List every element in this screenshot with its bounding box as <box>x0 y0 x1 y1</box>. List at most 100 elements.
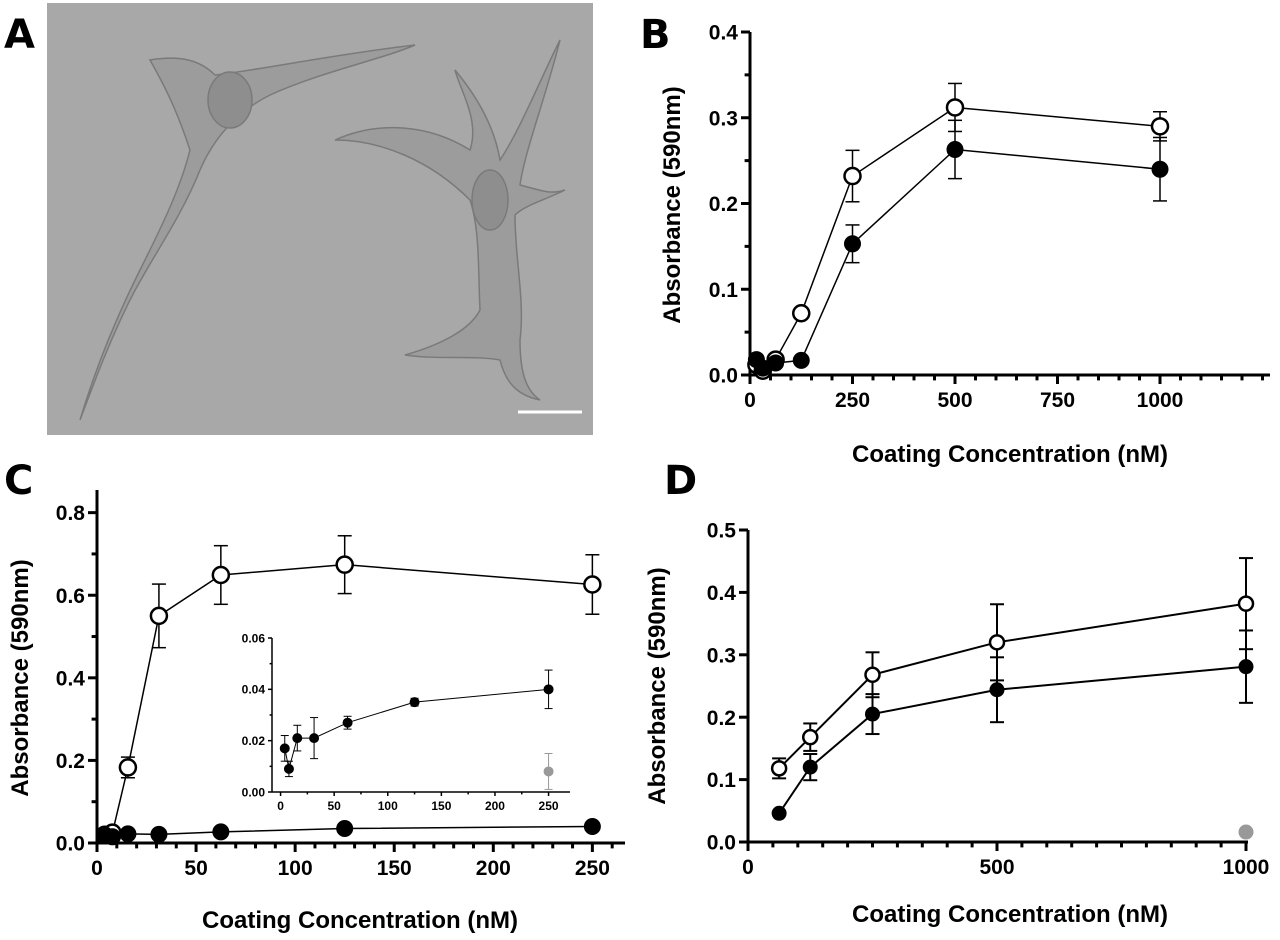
data-point-open <box>770 760 788 777</box>
x-tick-label: 1000 <box>1223 856 1270 879</box>
panel-label-d: D <box>664 458 697 504</box>
data-point-filled <box>283 763 294 774</box>
panel-d: D Absorbance (590nm) Coating Concentrati… <box>644 458 1269 928</box>
data-point-open <box>583 575 602 594</box>
series-open <box>747 82 1170 380</box>
y-tick-label: 0.0 <box>56 833 85 856</box>
data-point-filled <box>865 706 880 722</box>
x-tick-label: 250 <box>539 799 559 813</box>
x-tick-label: 500 <box>937 389 972 412</box>
x-tick-label: 0 <box>742 856 754 879</box>
x-tick-label: 0 <box>91 857 103 880</box>
data-point-open <box>149 606 169 626</box>
y-tick-label: 0.8 <box>56 502 86 525</box>
x-axis-label-b: Coating Concentration (nM) <box>852 441 1168 468</box>
y-tick-label: 0.02 <box>242 734 266 748</box>
y-tick-label: 0.06 <box>242 631 266 645</box>
data-point-filled <box>309 733 320 744</box>
y-axis-label-b: Absorbance (590nm) <box>659 86 686 323</box>
x-tick-label: 1000 <box>1137 389 1184 412</box>
y-tick-label: 0.0 <box>709 365 738 388</box>
x-tick-label: 750 <box>1040 389 1075 412</box>
y-tick-label: 0.6 <box>56 585 85 608</box>
x-tick-label: 0 <box>277 799 284 813</box>
y-tick-label: 0.4 <box>709 22 739 45</box>
y-tick-label: 0.1 <box>707 769 737 792</box>
data-point-open <box>335 555 354 574</box>
series-control <box>543 753 554 790</box>
x-axis-label-d: Coating Concentration (nM) <box>852 901 1168 928</box>
data-point-filled <box>989 682 1005 698</box>
data-point-open <box>988 634 1006 651</box>
data-point-open <box>792 304 811 323</box>
data-point-filled <box>771 805 787 821</box>
data-point-filled <box>543 684 554 695</box>
y-tick-label: 0.5 <box>707 520 737 543</box>
x-tick-label: 100 <box>278 857 313 880</box>
y-tick-label: 0.3 <box>709 107 738 130</box>
y-tick-label: 0.04 <box>242 683 266 697</box>
x-tick-label: 150 <box>431 799 451 813</box>
y-tick-label: 0.0 <box>707 832 736 855</box>
y-axis-label-c: Absorbance (590nm) <box>7 559 34 796</box>
data-point-filled <box>767 354 785 372</box>
series-open <box>770 557 1255 780</box>
data-point-open <box>1150 117 1170 136</box>
data-point-filled <box>279 743 290 754</box>
data-point-open <box>945 98 965 117</box>
data-point-open <box>211 565 231 585</box>
y-tick-label: 0.2 <box>707 707 736 730</box>
data-point-filled <box>1238 659 1254 675</box>
series-control <box>1238 824 1254 840</box>
x-tick-label: 50 <box>184 857 207 880</box>
panel-label-a: A <box>4 12 35 58</box>
data-point-filled <box>792 351 810 369</box>
x-tick-label: 0 <box>744 389 756 412</box>
data-point-filled <box>212 823 230 841</box>
y-tick-label: 0.2 <box>709 193 738 216</box>
data-point-filled <box>103 828 121 846</box>
x-tick-label: 250 <box>575 857 610 880</box>
x-tick-label: 250 <box>835 389 870 412</box>
cell-left <box>79 44 416 421</box>
panel-a: A <box>4 3 593 435</box>
cell-right <box>334 39 566 401</box>
inset-plot: 0.00 0.02 0.04 0.06 0 50 100 150 200 250 <box>242 631 570 813</box>
data-point-filled <box>119 825 137 843</box>
x-tick-label: 500 <box>979 856 1014 879</box>
panel-label-c: C <box>4 458 33 504</box>
x-axis-label-c: Coating Concentration (nM) <box>202 907 518 934</box>
y-tick-label: 0.2 <box>56 750 85 773</box>
data-point-filled <box>150 825 168 843</box>
series-open <box>95 535 602 844</box>
series-line <box>778 602 1247 770</box>
series-filled <box>279 669 554 778</box>
x-tick-label: 200 <box>485 799 505 813</box>
series-filled <box>96 817 601 846</box>
data-point-open <box>802 728 819 746</box>
data-point-filled <box>409 697 420 708</box>
series-line <box>755 148 1161 370</box>
data-point-control <box>543 766 554 777</box>
data-point-filled <box>336 820 354 838</box>
x-tick-label: 50 <box>327 799 341 813</box>
panel-c: C Absorbance (590nm) Coating Concentrati… <box>4 458 625 934</box>
data-point-filled <box>292 733 303 744</box>
series-filled <box>771 629 1254 821</box>
data-point-filled <box>583 817 601 835</box>
y-tick-label: 0.00 <box>242 785 266 799</box>
x-tick-label: 200 <box>476 857 511 880</box>
series-filled <box>747 119 1169 377</box>
data-point-filled <box>802 759 818 775</box>
data-point-filled <box>1151 160 1169 178</box>
y-tick-label: 0.3 <box>707 644 736 667</box>
panel-b: B Absorbance (590nm) Coating Concentrati… <box>640 12 1270 468</box>
data-point-filled <box>946 140 964 158</box>
y-axis-label-d: Absorbance (590nm) <box>644 567 671 804</box>
data-point-filled <box>342 717 353 728</box>
data-point-filled <box>844 235 861 253</box>
y-tick-label: 0.1 <box>709 279 739 302</box>
series-line <box>778 665 1247 814</box>
data-point-open <box>843 166 862 186</box>
